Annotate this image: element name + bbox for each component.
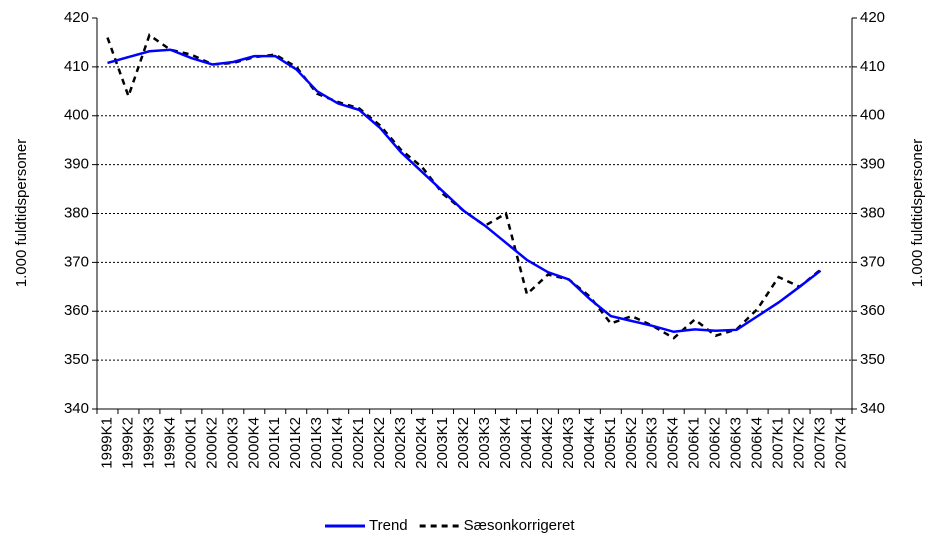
y-tick-label: 420 xyxy=(64,9,89,26)
x-tick-label: 2007K3 xyxy=(812,417,829,469)
x-tick-label: 2006K2 xyxy=(707,417,724,469)
x-tick-label: 2003K1 xyxy=(434,417,451,469)
x-tick-label: 1999K1 xyxy=(98,417,115,469)
y-tick-label: 360 xyxy=(64,302,89,319)
y2-tick-label: 410 xyxy=(860,58,885,75)
x-tick-label: 2000K2 xyxy=(203,417,220,469)
x-tick-label: 2005K4 xyxy=(665,417,682,469)
y2-tick-label: 380 xyxy=(860,204,885,221)
x-tick-label: 2001K3 xyxy=(308,417,325,469)
y-tick-label: 370 xyxy=(64,253,89,270)
y2-tick-label: 370 xyxy=(860,253,885,270)
y2-tick-label: 390 xyxy=(860,156,885,173)
y2-axis-label: 1.000 fuldtidspersoner xyxy=(909,139,926,287)
x-tick-label: 1999K3 xyxy=(140,417,157,469)
y-tick-label: 340 xyxy=(64,400,89,417)
x-tick-label: 2000K4 xyxy=(245,417,262,469)
legend-label: Sæsonkorrigeret xyxy=(464,517,576,534)
legend-label: Trend xyxy=(369,517,408,534)
series-line xyxy=(107,48,822,334)
y2-tick-label: 420 xyxy=(860,9,885,26)
x-tick-label: 2006K4 xyxy=(749,417,766,469)
x-tick-label: 2000K1 xyxy=(182,417,199,469)
x-tick-label: 2007K1 xyxy=(770,417,787,469)
y-tick-label: 400 xyxy=(64,107,89,124)
x-tick-label: 2005K1 xyxy=(602,417,619,469)
x-tick-label: 2003K4 xyxy=(497,417,514,469)
x-tick-label: 2007K2 xyxy=(791,417,808,469)
x-tick-label: 1999K2 xyxy=(119,417,136,469)
x-tick-label: 2004K2 xyxy=(539,417,556,469)
x-tick-label: 2001K2 xyxy=(287,417,304,469)
x-tick-label: 2006K3 xyxy=(728,417,745,469)
x-tick-label: 2002K2 xyxy=(371,417,388,469)
y2-tick-label: 340 xyxy=(860,400,885,417)
x-tick-label: 2004K3 xyxy=(560,417,577,469)
x-tick-label: 2006K1 xyxy=(686,417,703,469)
y-tick-label: 410 xyxy=(64,58,89,75)
y-axis-label: 1.000 fuldtidspersoner xyxy=(13,139,30,287)
x-tick-label: 2007K4 xyxy=(832,417,849,469)
x-tick-label: 2002K3 xyxy=(392,417,409,469)
y-tick-label: 390 xyxy=(64,156,89,173)
y-tick-label: 350 xyxy=(64,351,89,368)
x-tick-label: 2003K3 xyxy=(476,417,493,469)
x-tick-label: 2002K1 xyxy=(350,417,367,469)
x-tick-label: 2005K3 xyxy=(644,417,661,469)
series-line xyxy=(106,33,822,340)
x-tick-label: 2004K1 xyxy=(518,417,535,469)
y-tick-label: 380 xyxy=(64,204,89,221)
x-tick-label: 2005K2 xyxy=(623,417,640,469)
x-tick-label: 2004K4 xyxy=(581,417,598,469)
x-tick-label: 2001K4 xyxy=(329,417,346,469)
x-tick-label: 2000K3 xyxy=(224,417,241,469)
y2-tick-label: 360 xyxy=(860,302,885,319)
x-tick-label: 2001K1 xyxy=(266,417,283,469)
x-tick-label: 2003K2 xyxy=(455,417,472,469)
x-tick-label: 1999K4 xyxy=(161,417,178,469)
y2-tick-label: 350 xyxy=(860,351,885,368)
x-tick-label: 2002K4 xyxy=(413,417,430,469)
y2-tick-label: 400 xyxy=(860,107,885,124)
